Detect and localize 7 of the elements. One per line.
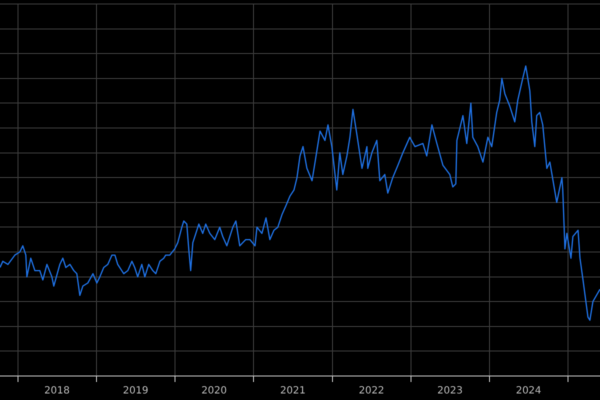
- x-tick-label: 2019: [122, 386, 148, 397]
- x-tick-label: 2018: [44, 386, 70, 397]
- x-tick-label: 2024: [516, 386, 542, 397]
- x-tick-label: 2020: [201, 386, 227, 397]
- x-tick-label: 2023: [437, 386, 463, 397]
- x-tick-label: 2021: [280, 386, 306, 397]
- x-tick-label: 2022: [358, 386, 384, 397]
